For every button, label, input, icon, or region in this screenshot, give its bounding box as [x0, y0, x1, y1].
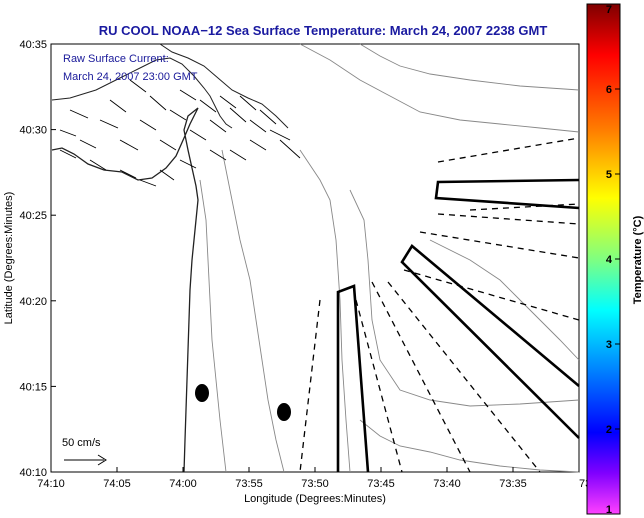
- bathymetry-contour: [299, 43, 580, 133]
- annotation-current-label: Raw Surface Current:: [63, 53, 169, 65]
- coastline: [51, 107, 199, 473]
- station-marker: [277, 403, 291, 421]
- colorbar-tick-label: 4: [606, 254, 613, 266]
- y-tick-label: 40:30: [19, 125, 47, 137]
- colorbar-tick-label: 6: [606, 84, 612, 96]
- scale-arrow-label: 50 cm/s: [62, 437, 101, 449]
- scale-arrow: [64, 454, 107, 466]
- y-tick-label: 40:10: [19, 467, 47, 479]
- plot-area: Raw Surface Current: March 24, 2007 23:0…: [50, 43, 580, 473]
- plot-frame: [50, 43, 580, 473]
- current-vectors: [59, 79, 301, 187]
- bathymetry-contour: [429, 239, 580, 361]
- y-tick-label: 40:15: [19, 381, 47, 393]
- radar-sector-dashes: [299, 137, 580, 473]
- x-tick-label: 73:40: [433, 478, 461, 490]
- chart-title: RU COOL NOAA−12 Sea Surface Temperature:…: [99, 23, 548, 38]
- x-tick-label: 74:10: [37, 478, 65, 490]
- colorbar-tick-label: 1: [606, 504, 612, 516]
- colorbar-label: Temperature (°C): [632, 215, 644, 304]
- bathymetry-contour: [299, 149, 351, 473]
- bathymetry-contour: [349, 189, 580, 407]
- bathymetry-contour: [221, 149, 285, 473]
- x-axis-label: Longitude (Degrees:Minutes): [244, 493, 386, 505]
- y-axis-label: Latitude (Degrees:Minutes): [3, 192, 15, 325]
- x-tick-label: 73:35: [499, 478, 527, 490]
- colorbar-tick-label: 7: [606, 4, 612, 16]
- x-tick-label: 74:00: [169, 478, 197, 490]
- colorbar-tick-label: 2: [606, 424, 612, 436]
- y-tick-label: 40:25: [19, 210, 47, 222]
- station-marker: [195, 384, 209, 402]
- annotation-current-time: March 24, 2007 23:00 GMT: [63, 71, 198, 83]
- x-tick-label: 73:45: [367, 478, 395, 490]
- x-tick-label: 74:05: [103, 478, 131, 490]
- x-tick-label: 73:55: [235, 478, 263, 490]
- bathymetry-contour: [359, 43, 580, 91]
- y-tick-label: 40:35: [19, 39, 47, 51]
- coastline-north: [159, 43, 289, 129]
- bathymetry-contour: [199, 179, 227, 473]
- y-axis: 40:35 40:30 40:25 40:20 40:15 40:10: [19, 39, 56, 479]
- colorbar-tick-label: 5: [606, 169, 612, 181]
- colorbar-ticks: 7 6 5 4 3 2 1: [606, 3, 620, 516]
- coastline-inlet: [51, 57, 233, 129]
- y-tick-label: 40:20: [19, 296, 47, 308]
- colorbar: [586, 3, 621, 515]
- radar-sector-outlines: [336, 178, 580, 473]
- colorbar-tick-label: 3: [606, 339, 612, 351]
- bathymetry-contour: [359, 419, 580, 473]
- x-tick-label: 73:50: [301, 478, 329, 490]
